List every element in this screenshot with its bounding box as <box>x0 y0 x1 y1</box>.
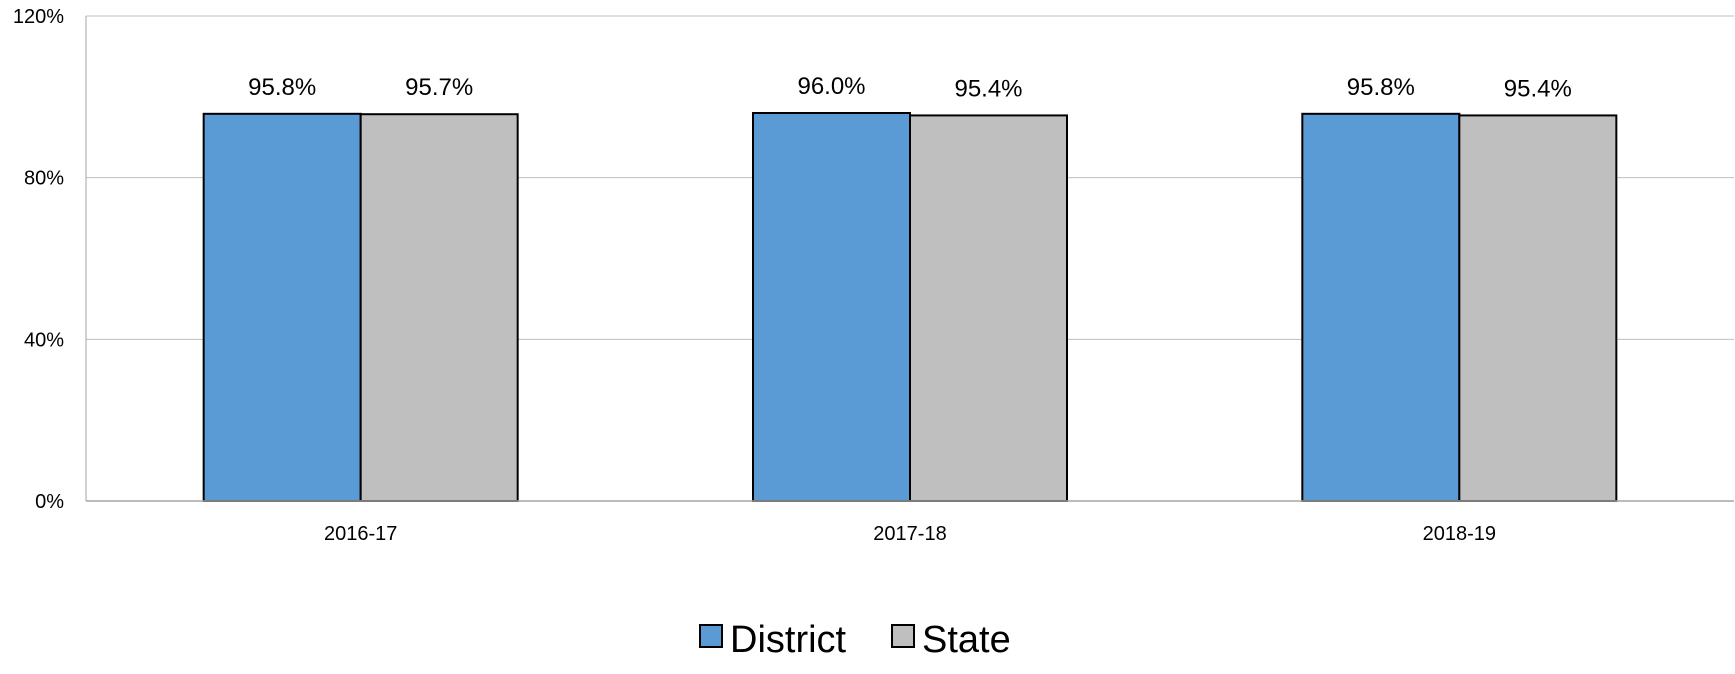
data-label: 95.8% <box>248 74 316 101</box>
x-tick-label: 2018-19 <box>1423 523 1496 545</box>
x-tick-label: 2016-17 <box>324 523 397 545</box>
y-tick-label: 80% <box>24 168 64 190</box>
bar-district-2016-17 <box>202 112 362 503</box>
legend-swatch-state <box>891 624 915 648</box>
data-label: 95.8% <box>1347 74 1415 101</box>
data-label: 95.4% <box>954 75 1022 102</box>
data-labels: 95.8% 95.7% 96.0% 95.4% 95.8% 95.4% <box>248 73 1572 102</box>
axes: 0% 40% 80% 120% 2016-17 2017-18 2018-19 <box>13 6 1734 545</box>
bar-district-2018-19 <box>1301 112 1461 503</box>
bar-state-2016-17 <box>359 113 519 503</box>
y-tick-label: 120% <box>13 6 64 28</box>
bar-state-2018-19 <box>1458 114 1618 503</box>
legend: District State <box>699 619 1011 661</box>
data-label: 95.4% <box>1504 75 1572 102</box>
bar-district-2017-18 <box>752 112 911 502</box>
data-label: 96.0% <box>797 73 865 100</box>
bar-state-2017-18 <box>909 114 1068 503</box>
bars <box>202 112 1618 503</box>
legend-label-district: District <box>730 619 847 661</box>
data-label: 95.7% <box>405 74 473 101</box>
legend-swatch-district <box>699 624 723 648</box>
y-tick-label: 0% <box>35 491 64 513</box>
y-tick-label: 40% <box>24 329 64 351</box>
legend-label-state: State <box>922 619 1011 661</box>
x-tick-label: 2017-18 <box>873 523 946 545</box>
